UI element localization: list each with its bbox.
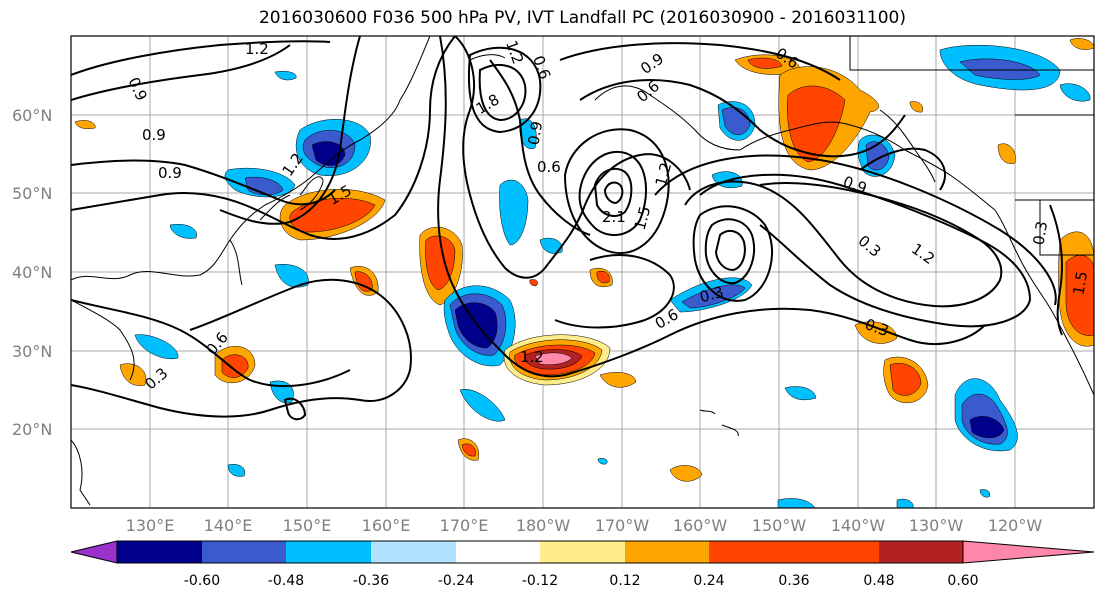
lon-label: 170°W	[595, 516, 650, 535]
lon-label: 180°W	[516, 516, 571, 535]
lon-label: 160°W	[673, 516, 728, 535]
colorbar-segment	[794, 541, 879, 563]
colorbar-tick-label: -0.36	[353, 573, 389, 589]
colorbar-segment	[540, 541, 625, 563]
colorbar-tick-label: -0.12	[522, 573, 558, 589]
lat-label: 50°N	[12, 184, 52, 203]
lat-label: 30°N	[12, 342, 52, 361]
coastlines	[71, 36, 1094, 506]
pv-contours	[71, 36, 1063, 421]
colorbar-tick-label: 0.60	[947, 573, 978, 589]
colorbar-extend-min	[70, 540, 118, 564]
colorbar-segment	[456, 541, 540, 563]
lat-label: 60°N	[12, 106, 52, 125]
contour-label: 0.3	[698, 283, 726, 307]
colorbar-tick-label: -0.48	[268, 573, 304, 589]
contour-label: 1.2	[245, 40, 269, 58]
colorbar-extend-max	[962, 540, 1095, 564]
contour-label: 1.2	[652, 161, 676, 189]
colorbar-tick-label: 0.36	[778, 573, 809, 589]
lon-label: 140°W	[831, 516, 886, 535]
colorbar-tick-label: 0.24	[693, 573, 724, 589]
longitude-labels: 130°E 140°E 150°E 160°E 170°E 180°W 170°…	[126, 516, 1043, 535]
lon-label: 170°E	[440, 516, 489, 535]
colorbar-segment	[709, 541, 794, 563]
colorbar-segment	[286, 541, 371, 563]
map-title: 2016030600 F036 500 hPa PV, IVT Landfall…	[258, 8, 906, 28]
contour-label: 1.2	[520, 348, 544, 366]
colorbar-segment	[879, 541, 963, 563]
contour-label: 0.9	[142, 126, 166, 144]
lat-label: 20°N	[12, 420, 52, 439]
colorbar-tick-label: 0.12	[609, 573, 640, 589]
lon-label: 120°W	[988, 516, 1043, 535]
contour-label: 0.9	[524, 120, 546, 147]
colorbar-segment	[202, 541, 286, 563]
map-frame	[70, 35, 1095, 509]
contour-label: 0.9	[158, 164, 182, 182]
contour-label: 1.5	[631, 204, 655, 232]
contour-label: 1.5	[1069, 270, 1091, 297]
lon-label: 130°E	[126, 516, 175, 535]
colorbar-tick-label: -0.60	[184, 573, 220, 589]
contour-label: 0.6	[537, 158, 561, 176]
lon-label: 160°E	[362, 516, 411, 535]
colorbar-tick-label: 0.48	[863, 573, 894, 589]
lat-label: 40°N	[12, 263, 52, 282]
colorbar-tick-label: -0.24	[438, 573, 474, 589]
contour-label: 0.3	[1029, 220, 1051, 247]
lon-label: 150°E	[283, 516, 332, 535]
lon-label: 150°W	[752, 516, 807, 535]
colorbar: -0.60 -0.48 -0.36 -0.24 -0.12 0.12 0.24 …	[70, 540, 1095, 589]
colorbar-segment	[117, 541, 202, 563]
colorbar-segment	[625, 541, 709, 563]
latitude-labels: 60°N 50°N 40°N 30°N 20°N	[12, 106, 52, 439]
lon-label: 140°E	[204, 516, 253, 535]
lon-label: 130°W	[909, 516, 964, 535]
contour-label: 2.1	[602, 208, 626, 226]
ivt-anomaly-fill	[74, 38, 1094, 508]
colorbar-segment	[371, 541, 456, 563]
